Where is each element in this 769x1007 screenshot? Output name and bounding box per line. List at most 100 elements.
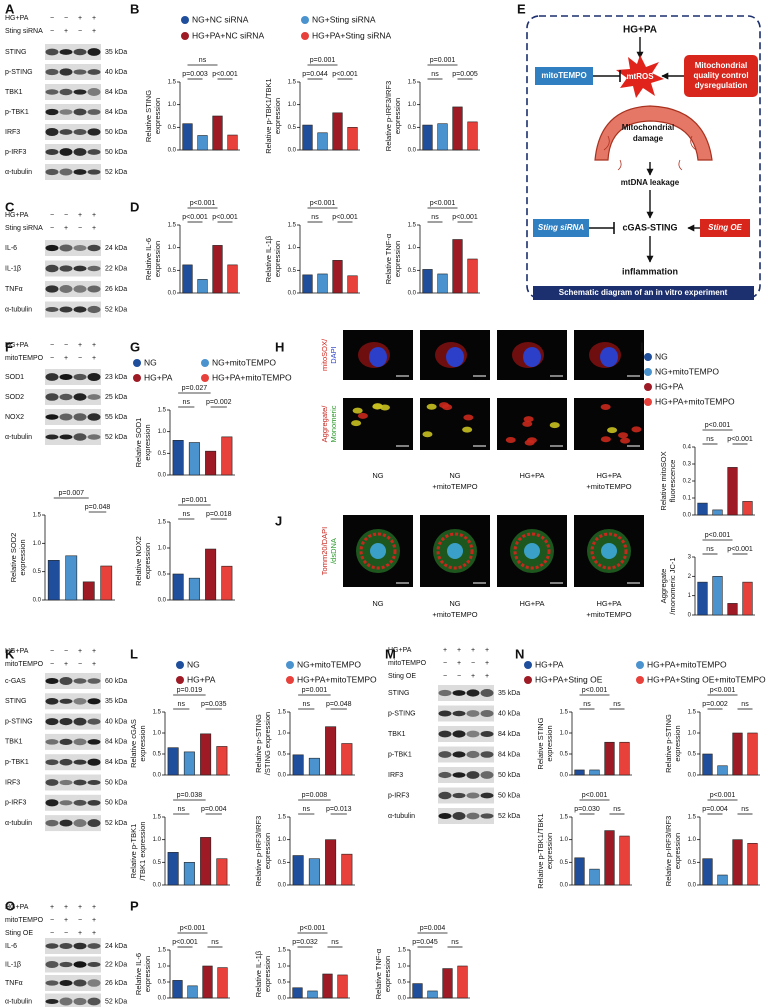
condition-sign: − <box>64 212 68 219</box>
blot-strip <box>45 693 101 710</box>
bar <box>437 273 448 294</box>
blot-band <box>73 48 87 56</box>
blot-band <box>480 813 494 819</box>
y-tick-label: 0.0 <box>168 148 177 154</box>
bar <box>100 565 113 601</box>
y-tick-label: 0.0 <box>158 598 167 604</box>
blot-band <box>87 678 101 684</box>
caption-bar <box>533 286 754 300</box>
blot-band <box>452 772 466 778</box>
diagram-node: inflammation <box>622 266 678 276</box>
diagram-node: mtROS <box>626 72 654 81</box>
blot-band <box>73 285 87 293</box>
y-tick-label: 1.0 <box>408 245 417 251</box>
significance-label: ns <box>178 806 186 813</box>
y-tick-label: 0.0 <box>33 598 42 604</box>
blot-band <box>73 265 87 272</box>
blot-band <box>87 69 101 75</box>
bar <box>47 560 60 601</box>
condition-sign: − <box>78 661 82 668</box>
y-tick-label: 1.0 <box>408 102 417 108</box>
blot-band <box>59 779 73 786</box>
bar <box>727 467 738 516</box>
y-axis-label: expression <box>673 833 682 869</box>
blot-band <box>466 710 480 717</box>
blot-band <box>480 771 494 779</box>
column-label: NG <box>372 599 383 608</box>
condition-label: HG+PA <box>5 212 29 219</box>
bar <box>717 874 728 886</box>
significance-label: ns <box>183 511 191 518</box>
molecular-weight: 84 kDa <box>498 731 520 738</box>
blot-band <box>45 779 59 786</box>
bar <box>437 123 448 151</box>
bar <box>183 751 195 776</box>
y-axis-label: expression <box>143 956 152 992</box>
blot-band <box>87 943 101 949</box>
y-tick-label: 1.5 <box>158 948 167 954</box>
y-axis-label: expression <box>18 539 27 575</box>
column-label: +mitoTEMPO <box>432 482 477 491</box>
blot-strip <box>45 815 101 832</box>
y-axis-label: Aggregate <box>659 569 668 604</box>
legend-swatch <box>644 398 652 406</box>
y-tick-label: 0.5 <box>278 752 287 758</box>
bar <box>322 973 333 999</box>
diagram-node: quality control <box>693 71 748 80</box>
protein-label: p-IRF3 <box>5 149 27 156</box>
blot-band <box>87 244 101 252</box>
y-tick-label: 1.0 <box>153 837 162 843</box>
blot-band <box>45 285 59 293</box>
protein-label: IL-1β <box>5 961 21 968</box>
condition-sign: − <box>50 15 54 22</box>
blot-band <box>59 129 73 135</box>
blot-band <box>73 698 87 705</box>
bar <box>200 837 212 886</box>
significance-label: p<0.001 <box>180 925 206 932</box>
bar <box>341 743 353 776</box>
blot-band <box>59 373 73 381</box>
significance-label: ns <box>303 806 311 813</box>
molecular-weight: 84 kDa <box>105 109 127 116</box>
bar <box>205 548 217 601</box>
blot-band <box>59 698 73 704</box>
cell-signal <box>607 427 618 434</box>
bar <box>197 135 208 151</box>
protein-label: p-STING <box>5 718 33 725</box>
condition-label: mitoTEMPO <box>5 355 44 362</box>
y-axis-label: Relative NOX2 <box>134 536 143 586</box>
condition-sign: − <box>50 355 54 362</box>
blot-band <box>59 265 73 272</box>
condition-sign: + <box>92 904 96 911</box>
bar <box>412 983 423 999</box>
significance-label: p<0.001 <box>332 71 358 78</box>
blot-band <box>480 792 494 799</box>
significance-label: ns <box>303 701 311 708</box>
condition-sign: − <box>78 225 82 232</box>
blot-band <box>59 148 73 156</box>
condition-sign: + <box>92 212 96 219</box>
blot-band <box>438 730 452 738</box>
condition-sign: + <box>78 648 82 655</box>
significance-label: p=0.019 <box>177 687 203 694</box>
condition-sign: + <box>78 212 82 219</box>
y-tick-label: 1.0 <box>33 541 42 547</box>
blot-strip <box>45 104 101 120</box>
panel-letter: L <box>130 646 138 661</box>
y-tick-label: 0.5 <box>398 980 407 986</box>
molecular-weight: 24 kDa <box>105 245 127 252</box>
blot-band <box>73 306 87 313</box>
blot-band <box>59 758 73 766</box>
blot-band <box>480 689 494 697</box>
protein-label: SOD1 <box>5 374 24 381</box>
molecular-weight: 26 kDa <box>105 980 127 987</box>
bar <box>619 835 630 886</box>
bar <box>332 112 343 151</box>
condition-sign: + <box>92 15 96 22</box>
y-tick-label: 0.5 <box>33 569 42 575</box>
significance-label: ns <box>451 939 459 946</box>
y-tick-label: 1.0 <box>288 102 297 108</box>
blot-band <box>45 148 59 156</box>
y-tick-label: 0.3 <box>683 462 692 468</box>
blot-band <box>45 759 59 766</box>
